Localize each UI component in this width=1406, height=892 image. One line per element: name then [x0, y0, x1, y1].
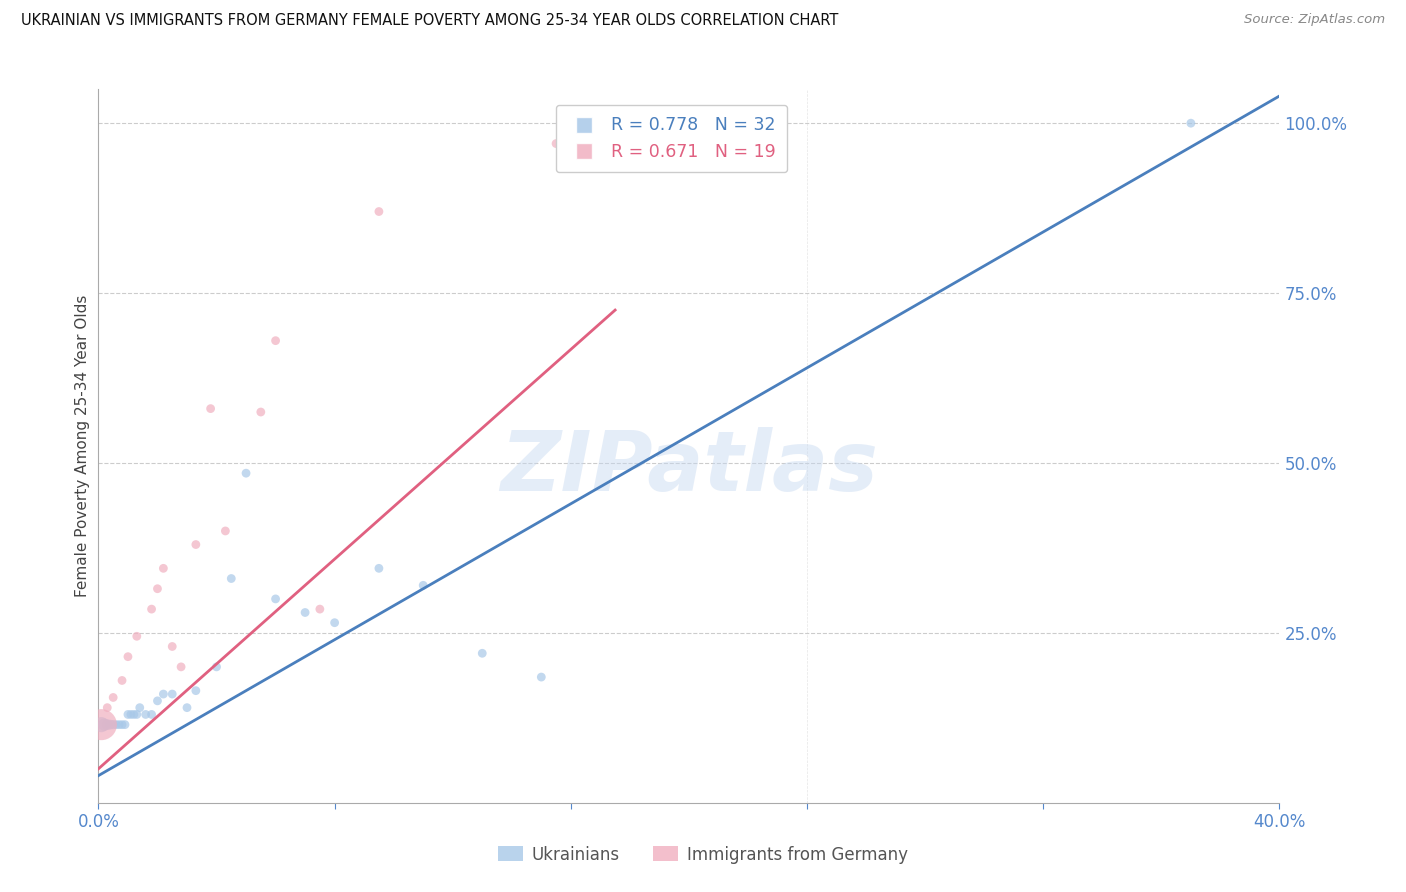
Point	[368, 204, 391, 219]
Point	[294, 606, 316, 620]
Point	[111, 717, 134, 731]
Point	[114, 717, 136, 731]
Point	[162, 687, 183, 701]
Point	[141, 602, 163, 616]
Point	[90, 717, 112, 731]
Legend: R = 0.778   N = 32, R = 0.671   N = 19: R = 0.778 N = 32, R = 0.671 N = 19	[555, 104, 787, 172]
Point	[368, 561, 391, 575]
Point	[235, 466, 257, 480]
Point	[412, 578, 434, 592]
Point	[117, 649, 139, 664]
Point	[96, 717, 118, 731]
Point	[546, 136, 568, 151]
Point	[117, 707, 139, 722]
Point	[176, 700, 198, 714]
Point	[309, 602, 332, 616]
Point	[93, 717, 115, 731]
Point	[170, 660, 193, 674]
Point	[250, 405, 273, 419]
Point	[141, 707, 163, 722]
Text: Source: ZipAtlas.com: Source: ZipAtlas.com	[1244, 13, 1385, 27]
Text: UKRAINIAN VS IMMIGRANTS FROM GERMANY FEMALE POVERTY AMONG 25-34 YEAR OLDS CORREL: UKRAINIAN VS IMMIGRANTS FROM GERMANY FEM…	[21, 13, 838, 29]
Point	[184, 537, 207, 551]
Point	[98, 717, 121, 731]
Point	[184, 683, 207, 698]
Point	[128, 700, 150, 714]
Point	[264, 334, 287, 348]
Point	[125, 629, 148, 643]
Point	[146, 694, 169, 708]
Point	[90, 717, 112, 731]
Point	[152, 561, 174, 575]
Point	[152, 687, 174, 701]
Point	[105, 717, 128, 731]
Point	[122, 707, 145, 722]
Text: ZIPatlas: ZIPatlas	[501, 427, 877, 508]
Point	[162, 640, 183, 654]
Point	[103, 717, 125, 731]
Point	[125, 707, 148, 722]
Point	[146, 582, 169, 596]
Point	[471, 646, 494, 660]
Point	[264, 591, 287, 606]
Point	[135, 707, 157, 722]
Point	[96, 700, 118, 714]
Y-axis label: Female Poverty Among 25-34 Year Olds: Female Poverty Among 25-34 Year Olds	[75, 295, 90, 597]
Point	[205, 660, 228, 674]
Point	[530, 670, 553, 684]
Point	[103, 690, 125, 705]
Point	[323, 615, 346, 630]
Point	[111, 673, 134, 688]
Legend: Ukrainians, Immigrants from Germany: Ukrainians, Immigrants from Germany	[492, 839, 914, 871]
Point	[108, 717, 131, 731]
Point	[120, 707, 142, 722]
Point	[1180, 116, 1202, 130]
Point	[219, 572, 242, 586]
Point	[200, 401, 222, 416]
Point	[214, 524, 236, 538]
